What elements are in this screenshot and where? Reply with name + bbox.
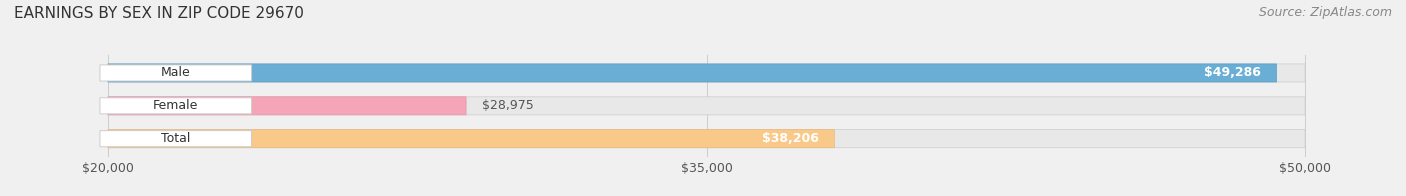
FancyBboxPatch shape xyxy=(108,64,1305,82)
Text: $38,206: $38,206 xyxy=(762,132,818,145)
FancyBboxPatch shape xyxy=(108,97,1305,115)
Text: Female: Female xyxy=(153,99,198,112)
Text: $28,975: $28,975 xyxy=(482,99,534,112)
Text: Source: ZipAtlas.com: Source: ZipAtlas.com xyxy=(1258,6,1392,19)
FancyBboxPatch shape xyxy=(100,98,252,114)
FancyBboxPatch shape xyxy=(108,97,465,115)
Text: Male: Male xyxy=(160,66,191,79)
Text: Total: Total xyxy=(162,132,190,145)
Text: EARNINGS BY SEX IN ZIP CODE 29670: EARNINGS BY SEX IN ZIP CODE 29670 xyxy=(14,6,304,21)
FancyBboxPatch shape xyxy=(108,130,834,148)
Text: $49,286: $49,286 xyxy=(1204,66,1261,79)
FancyBboxPatch shape xyxy=(108,130,1305,148)
FancyBboxPatch shape xyxy=(100,65,252,81)
FancyBboxPatch shape xyxy=(108,64,1277,82)
FancyBboxPatch shape xyxy=(100,131,252,147)
